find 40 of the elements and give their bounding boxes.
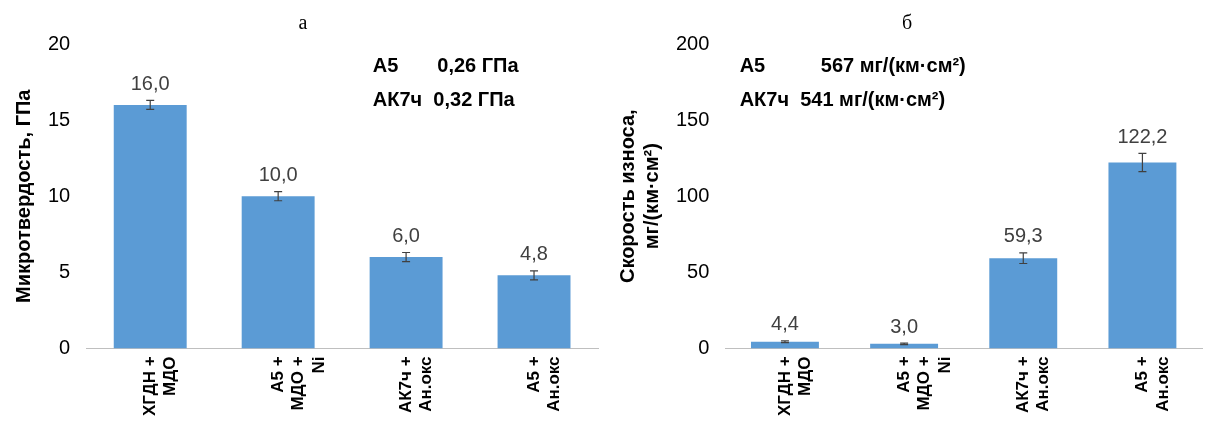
data-label: 3,0 bbox=[890, 314, 919, 337]
y-tick-label: 10 bbox=[48, 183, 71, 206]
y-tick-label: 100 bbox=[675, 183, 710, 206]
x-tick-label: АК7ч + Ан.окс bbox=[1012, 356, 1053, 414]
annotation: АК7ч 541 мг/(км·см²) bbox=[739, 87, 946, 110]
y-axis-title: Скорость износа, мг/(км·см²) bbox=[615, 109, 662, 284]
bar bbox=[369, 257, 443, 349]
y-tick-label: 5 bbox=[59, 259, 71, 282]
data-label: 59,3 bbox=[1003, 224, 1043, 247]
annotation: АК7ч 0,32 ГПа bbox=[372, 87, 516, 110]
data-label: 16,0 bbox=[130, 71, 170, 94]
data-label: 122,2 bbox=[1117, 124, 1168, 147]
chart-title: б bbox=[901, 11, 913, 34]
bar bbox=[497, 275, 571, 349]
x-tick-label: А5 + МДО + Ni bbox=[267, 356, 328, 411]
y-tick-label: 150 bbox=[675, 107, 710, 130]
chart-title: а bbox=[298, 11, 308, 34]
bar bbox=[241, 196, 315, 349]
x-tick-label: А5 + Ан.окс bbox=[1132, 356, 1172, 412]
bar bbox=[113, 104, 187, 349]
bar bbox=[989, 258, 1058, 349]
data-label: 4,8 bbox=[520, 242, 548, 265]
y-tick-label: 50 bbox=[687, 259, 710, 282]
y-tick-label: 200 bbox=[675, 31, 710, 54]
y-tick-label: 15 bbox=[48, 107, 71, 130]
annotation: А5 567 мг/(км·см²) bbox=[739, 53, 966, 76]
annotation: А5 0,26 ГПа bbox=[372, 53, 520, 76]
data-label: 4,4 bbox=[771, 312, 799, 335]
data-label: 6,0 bbox=[392, 224, 420, 247]
y-tick-label: 0 bbox=[698, 335, 710, 358]
bar bbox=[1108, 162, 1177, 349]
y-tick-label: 20 bbox=[48, 31, 71, 54]
x-tick-label: А5 + Ан.окс bbox=[523, 356, 564, 412]
x-tick-label: ХГДН + МДО bbox=[139, 356, 180, 416]
y-tick-label: 0 bbox=[59, 335, 71, 358]
x-tick-label: ХГДН + МДО bbox=[774, 356, 815, 416]
x-tick-label: А5 + МДО + Ni bbox=[893, 356, 954, 411]
x-tick-label: АК7ч + Ан.окс bbox=[395, 356, 436, 414]
data-label: 10,0 bbox=[258, 163, 298, 186]
y-axis-title: Микротвердость, ГПа bbox=[11, 88, 34, 303]
